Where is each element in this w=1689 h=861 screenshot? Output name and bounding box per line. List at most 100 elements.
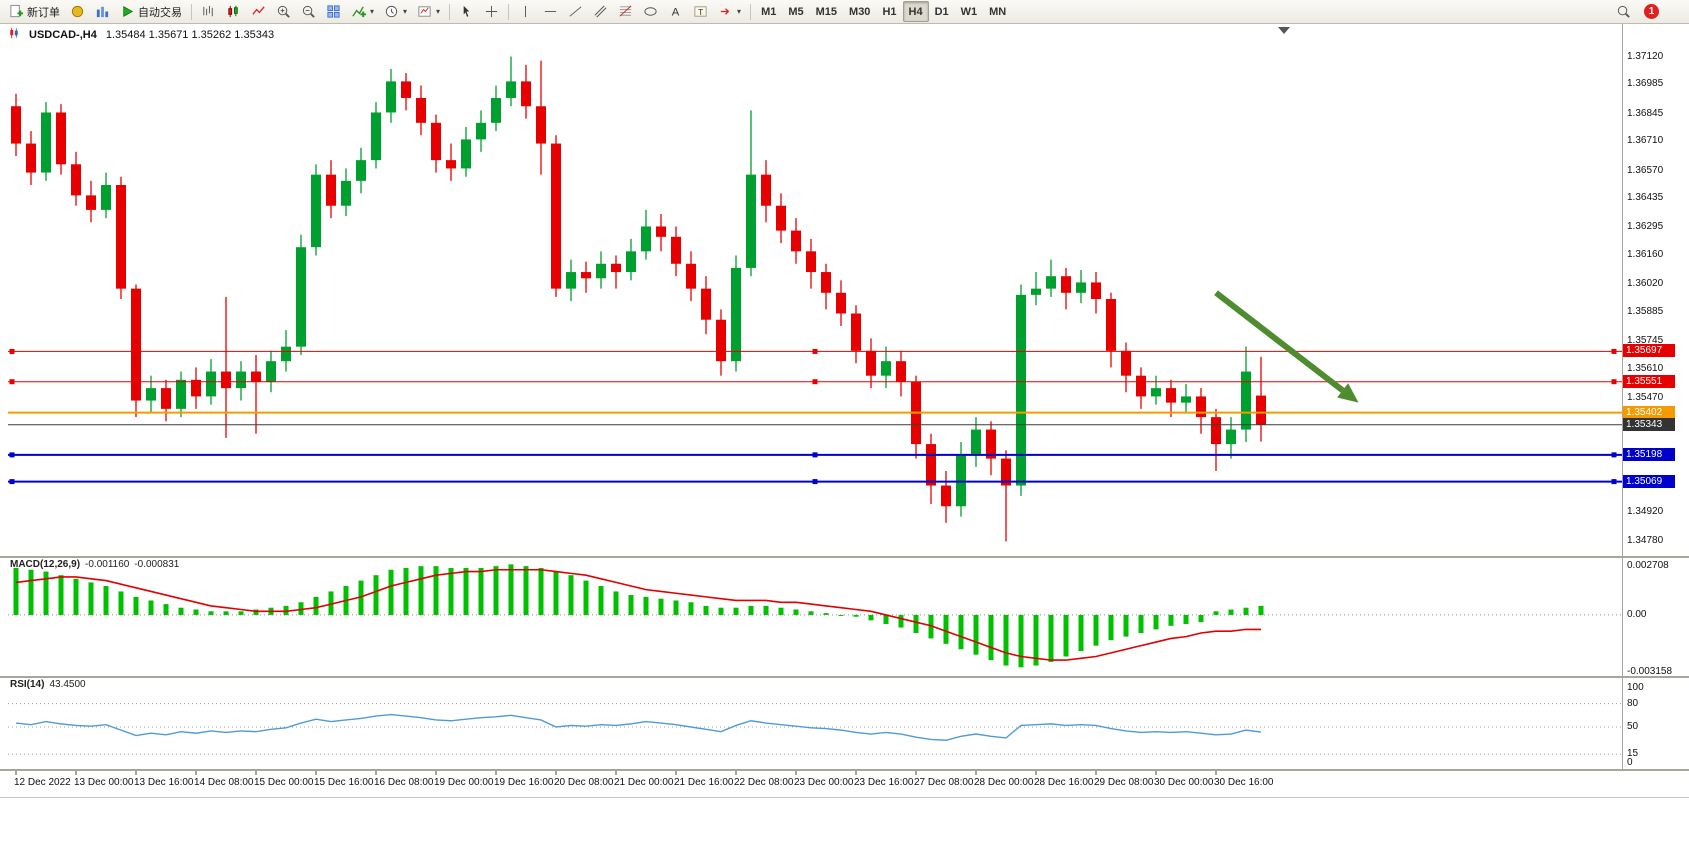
line-chart-button[interactable] — [246, 1, 271, 22]
autotrading-play-icon — [120, 4, 135, 19]
toolbar-separator — [449, 3, 451, 20]
macd-histogram-bar — [28, 569, 34, 615]
macd-histogram-bar — [1213, 611, 1219, 615]
autotrading-button[interactable]: 自动交易 — [115, 1, 187, 22]
line-handle[interactable] — [1611, 348, 1617, 354]
horizontal-line-button[interactable] — [538, 1, 563, 22]
candle-body — [131, 288, 141, 401]
line-handle[interactable] — [9, 452, 15, 458]
macd-histogram-bar — [43, 571, 49, 615]
macd-histogram-bar — [283, 605, 289, 615]
candle-body — [371, 112, 381, 161]
timeframe-button-m5[interactable]: M5 — [788, 5, 804, 18]
timeframe-button-mn[interactable]: MN — [989, 5, 1007, 18]
line-handle[interactable] — [812, 379, 818, 385]
macd-histogram-bar — [568, 575, 574, 615]
macd-histogram-bar — [823, 613, 829, 615]
timeframe-group: M1 M5 M15 M30 H1 H4 D1 W1 MN — [755, 1, 1012, 22]
macd-histogram-bar — [508, 564, 514, 615]
line-handle[interactable] — [9, 479, 15, 485]
market-watch-button[interactable] — [90, 1, 115, 22]
vertical-line-icon — [518, 4, 533, 19]
line-handle[interactable] — [1611, 479, 1617, 485]
timeframe-button-d1[interactable]: D1 — [934, 5, 949, 18]
timeframe-button-m1[interactable]: M1 — [761, 5, 777, 18]
macd-histogram-bar — [1138, 614, 1144, 634]
arrows-button[interactable]: ▾ — [713, 1, 746, 22]
cursor-button[interactable] — [454, 1, 479, 22]
cursor-icon — [459, 4, 474, 19]
vertical-line-button[interactable] — [513, 1, 538, 22]
macd-histogram-bar — [943, 614, 949, 644]
candle-body — [101, 185, 111, 210]
timeframe-button-w1[interactable]: W1 — [960, 5, 978, 18]
timeframe-button-h4[interactable]: H4 — [902, 1, 929, 22]
trendline-icon — [568, 4, 583, 19]
macd-histogram-bar — [718, 607, 724, 615]
candle-body — [86, 195, 96, 210]
periods-button[interactable]: ▾ — [379, 1, 412, 22]
candle-body — [551, 143, 561, 289]
metaeditor-button[interactable] — [65, 1, 90, 22]
macd-histogram-bar — [1093, 614, 1099, 646]
macd-histogram-bar — [613, 591, 619, 615]
svg-text:T: T — [698, 7, 703, 17]
line-handle[interactable] — [812, 348, 818, 354]
line-handle[interactable] — [1611, 452, 1617, 458]
trend-arrow-shaft[interactable] — [1214, 290, 1345, 393]
macd-histogram-bar — [1153, 614, 1159, 630]
line-handle[interactable] — [1611, 379, 1617, 385]
search-button[interactable] — [1611, 1, 1636, 22]
crosshair-button[interactable] — [479, 1, 504, 22]
macd-histogram-bar — [853, 614, 859, 617]
new-order-button[interactable]: 新订单 — [4, 1, 65, 22]
ellipse-icon — [643, 4, 658, 19]
macd-histogram-bar — [1168, 614, 1174, 626]
timeframe-button-m30[interactable]: M30 — [849, 5, 871, 18]
candle-body — [191, 379, 201, 397]
equidistant-channel-button[interactable] — [588, 1, 613, 22]
templates-button[interactable]: ▾ — [412, 1, 445, 22]
fibonacci-button[interactable] — [613, 1, 638, 22]
rsi-panel-splitter[interactable] — [0, 676, 1689, 678]
macd-histogram-bar — [658, 598, 664, 615]
timeframe-button-h1[interactable]: H1 — [882, 5, 897, 18]
line-handle[interactable] — [9, 348, 15, 354]
indicators-button[interactable]: ▾ — [346, 1, 379, 22]
macd-histogram-bar — [163, 604, 169, 615]
candle-body — [611, 263, 621, 273]
notifications-badge[interactable]: 1 — [1644, 4, 1659, 19]
macd-signal-line — [15, 568, 1261, 661]
macd-histogram-bar — [478, 567, 484, 615]
candle-body — [1121, 350, 1131, 376]
candle-body — [176, 379, 186, 409]
bar-chart-button[interactable] — [196, 1, 221, 22]
line-handle[interactable] — [812, 479, 818, 485]
candle-body — [506, 81, 516, 98]
candle-body — [941, 485, 951, 507]
candle-body — [1001, 458, 1011, 486]
text-label-icon: T — [693, 4, 708, 19]
macd-histogram-bar — [748, 605, 754, 615]
text-label-button[interactable]: T — [688, 1, 713, 22]
candlestick-chart-icon — [226, 4, 241, 19]
trend-arrow-head[interactable] — [1337, 383, 1359, 403]
trendline-button[interactable] — [563, 1, 588, 22]
macd-panel-splitter[interactable] — [0, 556, 1689, 558]
macd-histogram-bar — [883, 614, 889, 624]
candlestick-chart-button[interactable] — [221, 1, 246, 22]
line-handle[interactable] — [812, 452, 818, 458]
candle-body — [806, 251, 816, 273]
ellipse-button[interactable] — [638, 1, 663, 22]
macd-histogram-bar — [733, 607, 739, 615]
text-button[interactable]: A — [663, 1, 688, 22]
line-handle[interactable] — [9, 379, 15, 385]
timeframe-button-m15[interactable]: M15 — [815, 5, 838, 18]
new-order-icon — [9, 4, 24, 19]
candle-body — [446, 160, 456, 169]
zoom-out-button[interactable] — [296, 1, 321, 22]
tile-windows-button[interactable] — [321, 1, 346, 22]
zoom-in-button[interactable] — [271, 1, 296, 22]
chart-shift-marker[interactable] — [1278, 27, 1290, 34]
